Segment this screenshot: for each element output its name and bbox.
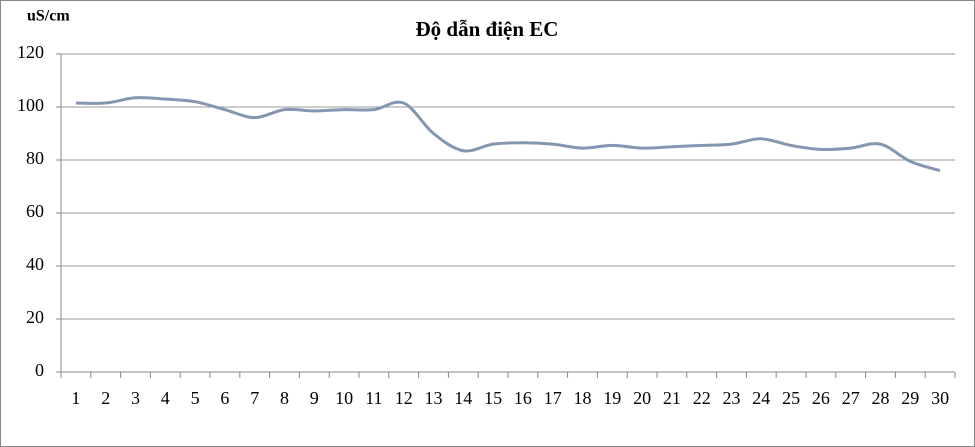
- x-tick-label: 8: [280, 388, 289, 408]
- x-tick-label: 11: [365, 388, 382, 408]
- x-tick-label: 21: [663, 388, 681, 408]
- x-tick-label: 14: [454, 388, 472, 408]
- x-tick-label: 12: [395, 388, 413, 408]
- x-tick-label: 13: [425, 388, 443, 408]
- x-tick-label: 16: [514, 388, 532, 408]
- x-tick-label: 23: [723, 388, 741, 408]
- x-tick-label: 15: [484, 388, 502, 408]
- y-tick-label: 40: [26, 254, 44, 274]
- x-tick-label: 24: [752, 388, 770, 408]
- chart-title: Độ dẫn điện EC: [416, 17, 559, 41]
- y-tick-label: 120: [17, 42, 44, 62]
- x-tick-label: 2: [101, 388, 110, 408]
- line-series: [75, 96, 941, 173]
- x-tick-label: 20: [633, 388, 651, 408]
- x-tick-label: 17: [544, 388, 562, 408]
- x-tick-label: 9: [310, 388, 319, 408]
- x-tick-label: 19: [603, 388, 621, 408]
- x-tick-label: 6: [220, 388, 229, 408]
- x-tick-label: 5: [191, 388, 200, 408]
- x-tick-label: 4: [161, 388, 170, 408]
- x-tick-label: 30: [931, 388, 949, 408]
- x-tick-label: 28: [872, 388, 890, 408]
- x-tick-label: 3: [131, 388, 140, 408]
- y-tick-label: 80: [26, 148, 44, 168]
- x-tick-label: 25: [782, 388, 800, 408]
- x-tick-label: 29: [901, 388, 919, 408]
- x-tick-label: 27: [842, 388, 860, 408]
- y-tick-label: 20: [26, 307, 44, 327]
- x-tick-label: 1: [71, 388, 80, 408]
- y-tick-label: 0: [35, 360, 44, 380]
- x-tick-label: 10: [335, 388, 353, 408]
- y-tick-label: 60: [26, 201, 44, 221]
- x-tick-label: 18: [574, 388, 592, 408]
- y-axis-label: uS/cm: [27, 8, 70, 25]
- x-tick-label: 26: [812, 388, 830, 408]
- x-tick-label: 7: [250, 388, 259, 408]
- x-tick-label: 22: [693, 388, 711, 408]
- y-tick-label: 100: [17, 95, 44, 115]
